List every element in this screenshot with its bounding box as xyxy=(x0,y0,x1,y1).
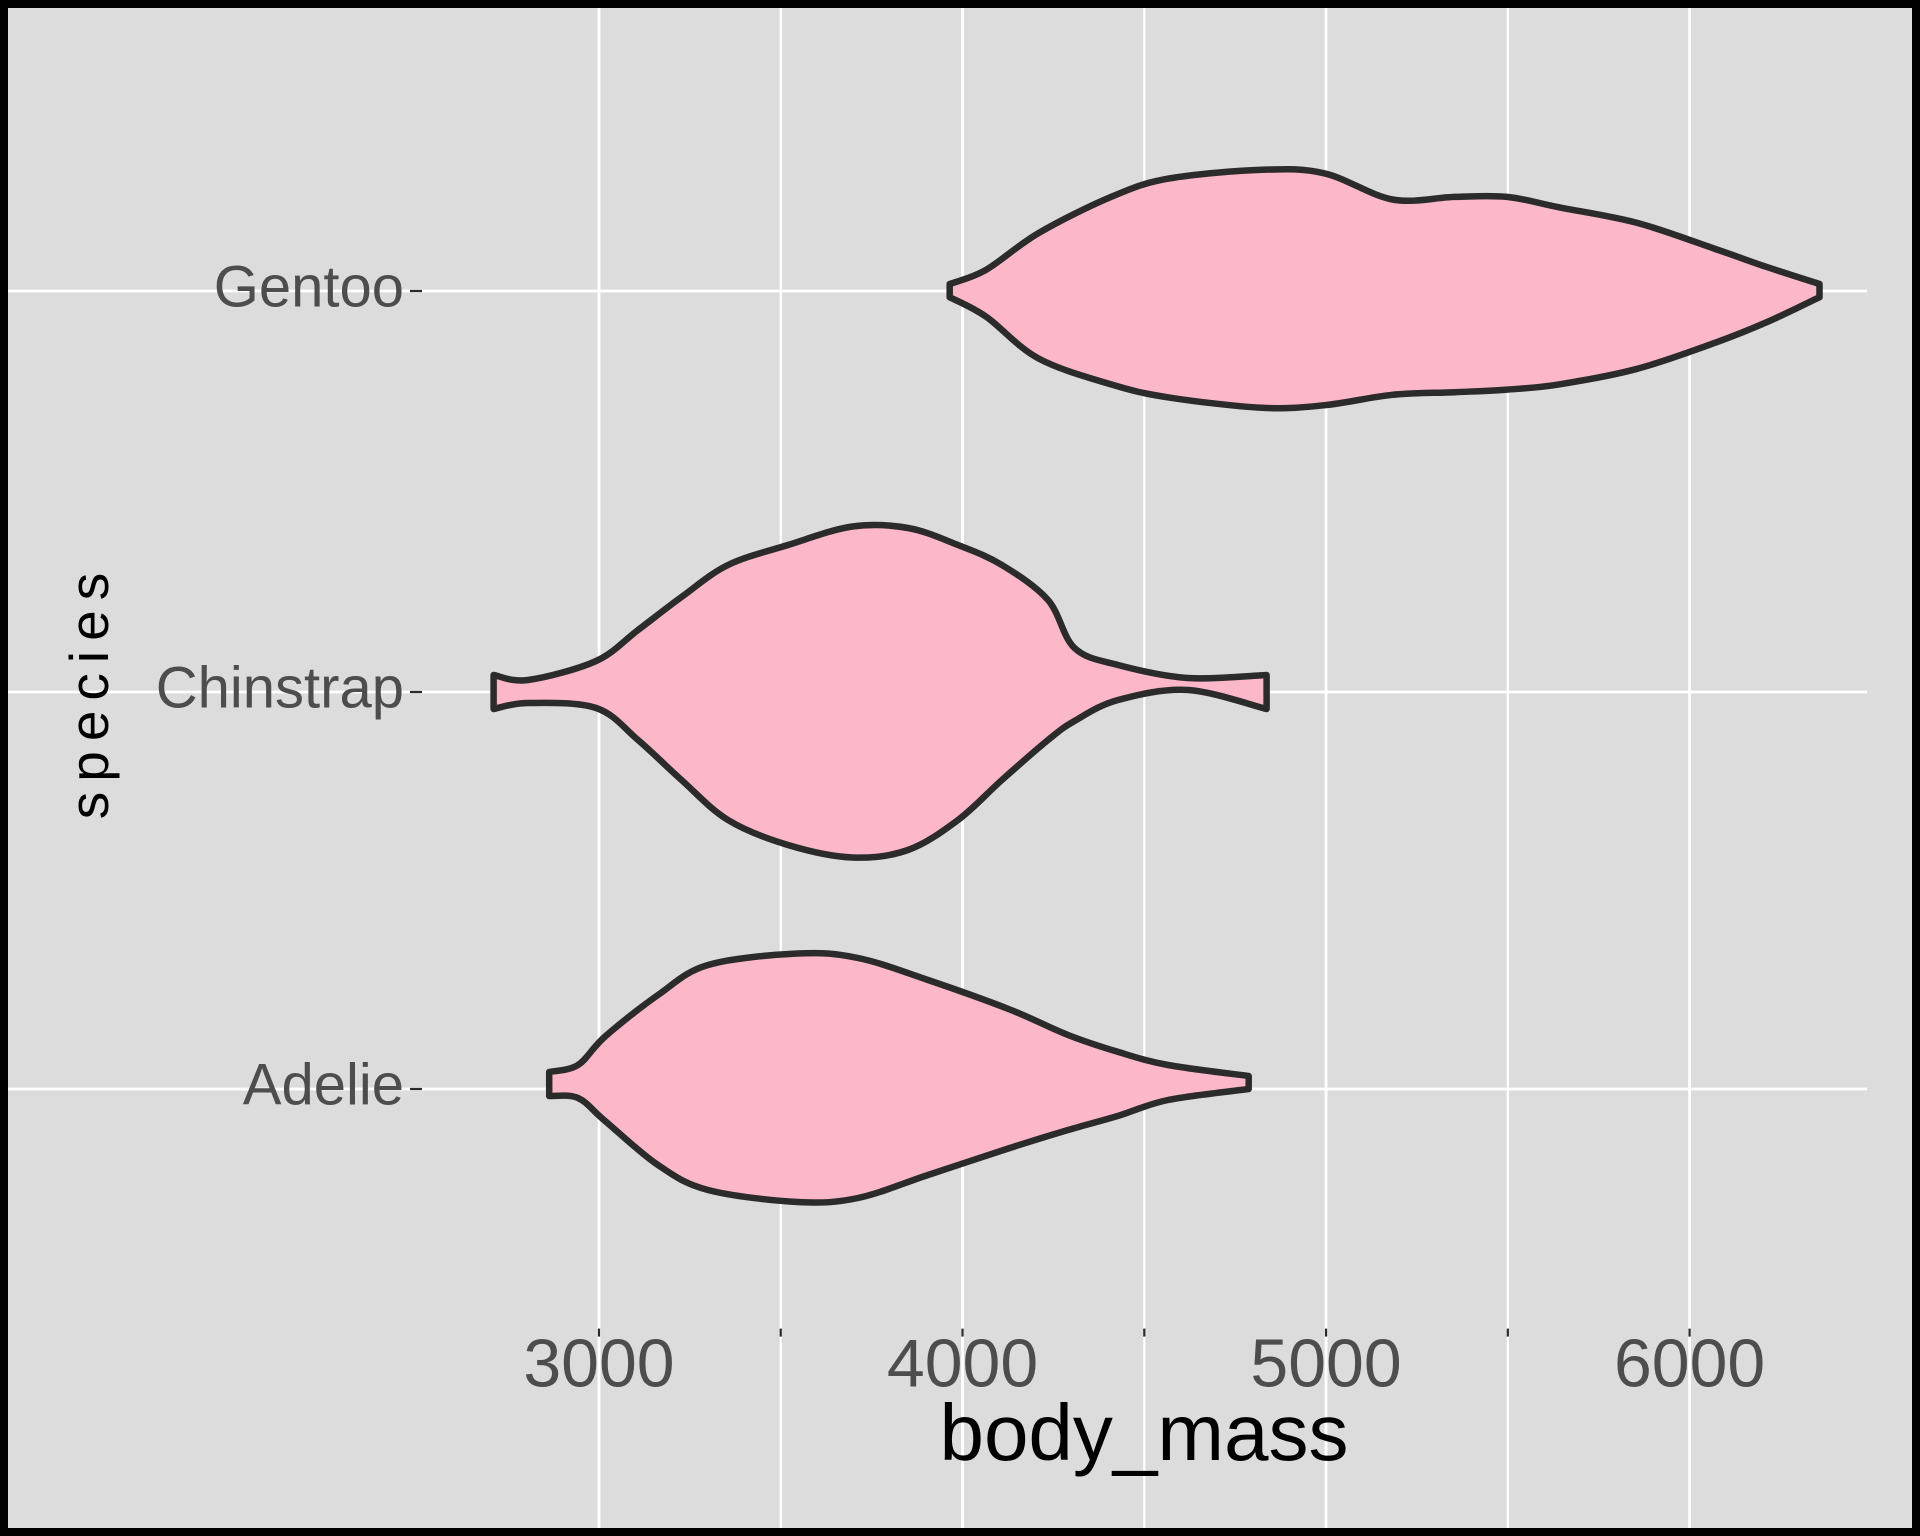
svg-text:Chinstrap: Chinstrap xyxy=(156,655,404,720)
svg-text:Gentoo: Gentoo xyxy=(214,254,404,319)
svg-text:Adelie: Adelie xyxy=(243,1052,404,1117)
svg-text:3000: 3000 xyxy=(523,1326,674,1402)
svg-text:6000: 6000 xyxy=(1614,1326,1765,1402)
